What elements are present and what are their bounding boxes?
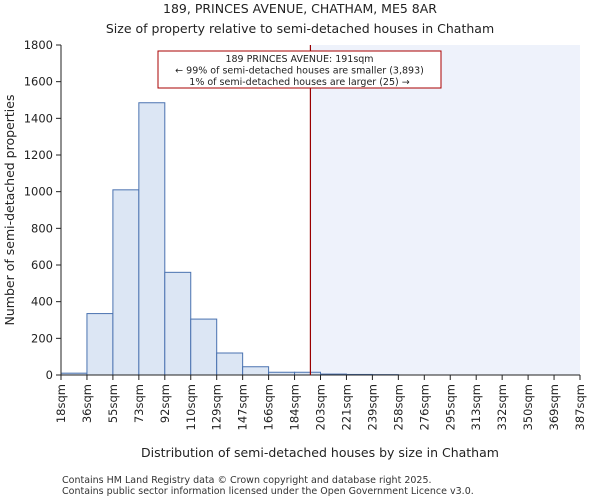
bar [112,189,140,376]
x-tick-label: 184sqm [288,384,302,430]
bar [86,313,114,376]
x-tick-label: 92sqm [158,384,172,423]
y-tick-label: 1200 [24,148,53,162]
x-tick-label: 295sqm [443,384,457,430]
footer-line-1: Contains HM Land Registry data © Crown c… [62,475,432,486]
x-tick-label: 350sqm [521,384,535,430]
annotation-line: 1% of semi-detached houses are larger (2… [189,77,409,88]
x-tick-label: 387sqm [573,384,587,430]
y-tick-label: 1800 [24,38,53,52]
y-tick-label: 1600 [24,75,53,89]
y-tick-label: 400 [31,295,53,309]
bar [190,318,218,376]
annotation-line: ← 99% of semi-detached houses are smalle… [175,66,424,77]
bar [164,271,192,376]
x-tick-label: 239sqm [365,384,379,430]
x-tick-label: 36sqm [80,384,94,423]
x-tick-label: 147sqm [236,384,250,430]
x-tick-label: 55sqm [106,384,120,423]
x-tick-label: 332sqm [495,384,509,430]
x-tick-label: 276sqm [417,384,431,430]
plot-area: 0 200 400 600 800 1000 1200 1400 1600 1800 18sqm 36… [24,38,587,430]
y-tick-label: 200 [31,331,53,345]
bar [242,366,270,376]
y-axis-title: Number of semi-detached properties [2,95,17,326]
y-tick-label: 1400 [24,111,53,125]
bar [216,352,244,376]
x-tick-label: 258sqm [391,384,405,430]
annotation-line: 189 PRINCES AVENUE: 191sqm [225,54,373,65]
y-tick-label: 600 [31,258,53,272]
y-tick-label: 800 [31,221,53,235]
x-tick-label: 203sqm [314,384,328,430]
x-tick-label: 166sqm [262,384,276,430]
y-tick-label: 1000 [24,185,53,199]
x-axis-title: Distribution of semi-detached houses by … [141,445,499,460]
x-tick-label: 369sqm [547,384,561,430]
x-tick-label: 18sqm [54,384,68,423]
chart-title: 189, PRINCES AVENUE, CHATHAM, ME5 8AR [163,1,437,16]
annotation-box [157,50,442,89]
footer-line-2: Contains public sector information licen… [62,486,474,497]
x-tick-label: 73sqm [132,384,146,423]
x-tick-label: 313sqm [469,384,483,430]
x-tick-label: 129sqm [210,384,224,430]
y-tick-label: 0 [46,368,53,382]
chart-subtitle: Size of property relative to semi-detach… [106,21,494,36]
larger-region-shade [310,45,580,375]
bar [138,102,166,376]
x-tick-label: 110sqm [184,384,198,430]
x-tick-label: 221sqm [339,384,353,430]
